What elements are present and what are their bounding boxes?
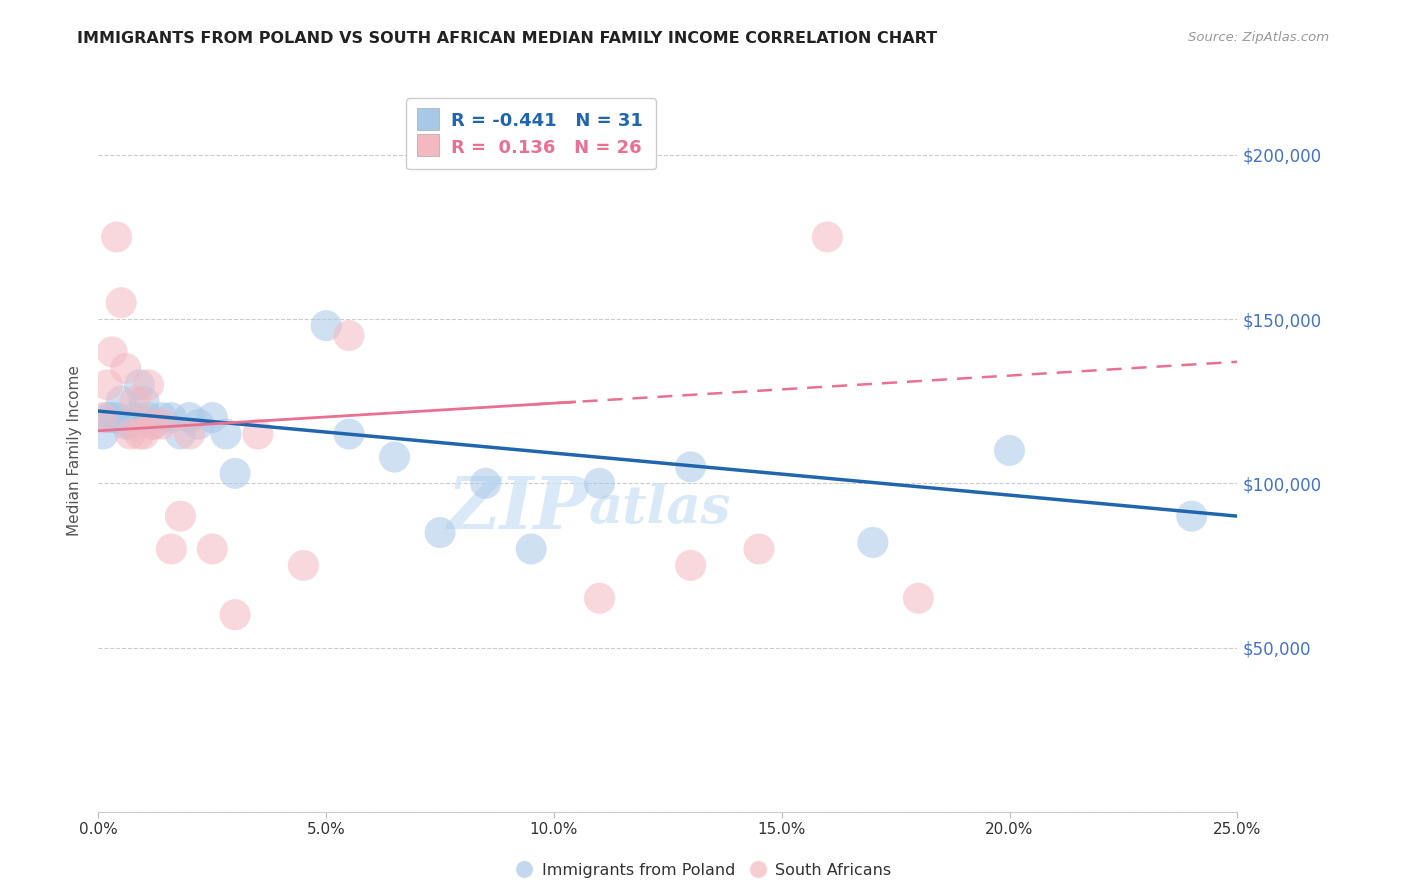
Point [124,410,146,425]
Point [815,230,838,244]
Point [138,377,160,392]
Point [520,541,543,556]
Point [187,417,209,432]
Point [132,394,155,409]
Point [315,318,337,333]
Point [110,295,132,310]
Point [150,417,173,432]
Text: ZIP: ZIP [447,473,588,544]
Point [128,377,150,392]
Legend: Immigrants from Poland, South Africans: Immigrants from Poland, South Africans [509,856,897,884]
Point [160,541,183,556]
Point [114,417,136,432]
Point [679,459,702,474]
Point [179,410,201,425]
Point [150,410,173,425]
Point [862,535,884,549]
Point [101,345,124,359]
Point [588,591,610,606]
Point [120,417,142,432]
Point [114,361,136,376]
Legend: R = -0.441   N = 31, R =  0.136   N = 26: R = -0.441 N = 31, R = 0.136 N = 26 [406,98,657,169]
Text: atlas: atlas [588,483,731,533]
Text: Source: ZipAtlas.com: Source: ZipAtlas.com [1188,31,1329,45]
Point [169,509,191,524]
Point [588,476,610,491]
Point [337,328,360,343]
Point [142,417,165,432]
Point [679,558,702,573]
Point [91,427,114,442]
Point [748,541,770,556]
Point [132,427,155,442]
Point [224,607,246,622]
Point [124,394,146,409]
Point [96,410,118,425]
Point [337,427,360,442]
Point [907,591,929,606]
Y-axis label: Median Family Income: Median Family Income [67,365,83,536]
Point [224,467,246,481]
Point [998,443,1021,458]
Point [169,427,191,442]
Point [160,410,183,425]
Point [142,417,165,432]
Point [128,427,150,442]
Point [429,525,451,540]
Point [201,541,224,556]
Point [105,410,128,425]
Point [138,410,160,425]
Point [179,427,201,442]
Point [91,410,114,425]
Point [120,427,142,442]
Point [96,377,118,392]
Point [246,427,269,442]
Point [1181,509,1204,524]
Point [110,394,132,409]
Point [201,410,224,425]
Point [292,558,315,573]
Point [384,450,406,464]
Text: IMMIGRANTS FROM POLAND VS SOUTH AFRICAN MEDIAN FAMILY INCOME CORRELATION CHART: IMMIGRANTS FROM POLAND VS SOUTH AFRICAN … [77,31,938,46]
Point [105,230,128,244]
Point [215,427,238,442]
Point [474,476,496,491]
Point [101,410,124,425]
